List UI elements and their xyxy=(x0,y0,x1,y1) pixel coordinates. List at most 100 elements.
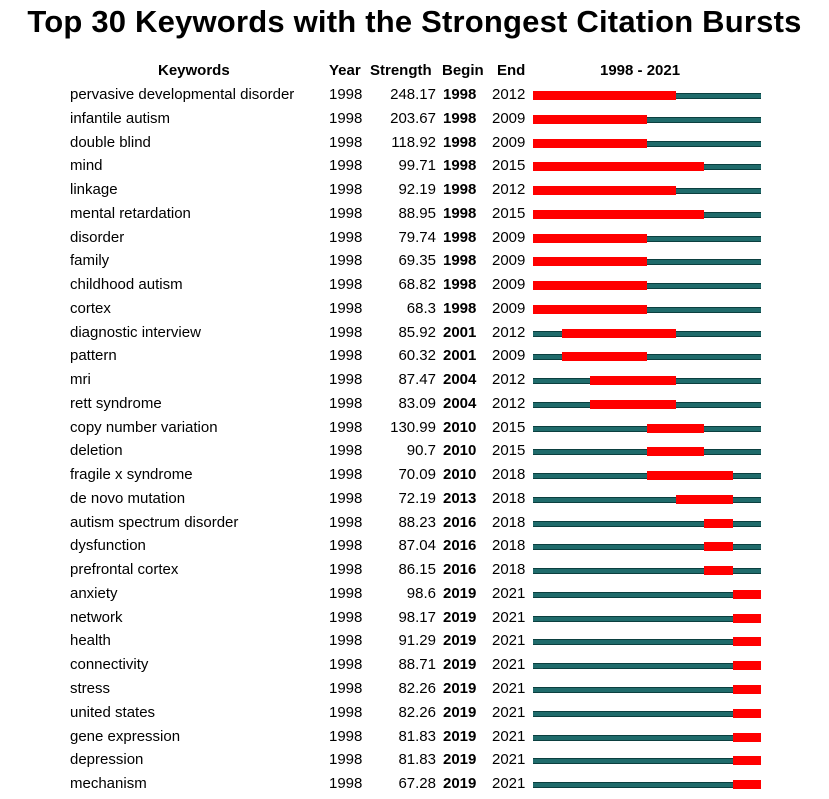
begin-cell: 2019 xyxy=(443,656,477,674)
begin-cell: 2013 xyxy=(443,489,477,507)
begin-cell: 1998 xyxy=(443,276,477,294)
table-row: disorder 1998 79.74 1998 2009 xyxy=(0,227,829,251)
burst-bar xyxy=(590,376,676,386)
year-cell: 1998 xyxy=(329,204,363,222)
keyword-cell: childhood autism xyxy=(70,276,183,294)
strength-cell: 68.82 xyxy=(398,276,436,294)
keyword-cell: connectivity xyxy=(70,656,149,674)
timeline-baseline xyxy=(533,639,761,646)
end-cell: 2021 xyxy=(492,775,526,793)
keyword-cell: stress xyxy=(70,680,111,697)
year-cell: 1998 xyxy=(329,442,363,460)
table-row: pattern 1998 60.32 2001 2009 xyxy=(0,345,829,369)
end-cell: 2009 xyxy=(492,347,526,365)
strength-cell: 87.47 xyxy=(398,371,436,389)
year-cell: 1998 xyxy=(329,608,363,626)
keyword-cell: health xyxy=(70,632,111,650)
burst-bar xyxy=(732,661,761,671)
begin-cell: 1998 xyxy=(443,109,477,127)
header-end: End xyxy=(497,62,526,79)
burst-bar xyxy=(704,566,733,576)
timeline-baseline xyxy=(533,687,761,693)
strength-cell: 98.6 xyxy=(406,584,436,602)
burst-bar xyxy=(647,471,733,481)
strength-cell: 72.19 xyxy=(398,489,436,507)
begin-cell: 1998 xyxy=(443,157,477,175)
timeline-baseline xyxy=(533,354,761,361)
table-row: connectivity 1998 88.71 2019 2021 xyxy=(0,654,829,678)
begin-cell: 2004 xyxy=(443,371,477,389)
end-cell: 2021 xyxy=(492,608,526,626)
begin-cell: 2010 xyxy=(443,466,477,484)
table-row: family 1998 69.35 1998 2009 xyxy=(0,250,829,274)
end-cell: 2012 xyxy=(492,323,526,341)
year-cell: 1998 xyxy=(329,727,363,745)
year-cell: 1998 xyxy=(329,680,363,697)
table-row: mind 1998 99.71 1998 2015 xyxy=(0,155,829,179)
table-row: autism spectrum disorder 1998 88.23 2016 201… xyxy=(0,512,829,536)
table-row: linkage 1998 92.19 1998 2012 xyxy=(0,179,829,203)
strength-cell: 86.15 xyxy=(398,561,436,579)
year-cell: 1998 xyxy=(329,561,363,579)
end-cell: 2021 xyxy=(492,656,526,674)
keyword-cell: pattern xyxy=(70,347,117,365)
table-row: de novo mutation 1998 72.19 2013 2018 xyxy=(0,488,829,512)
burst-bar xyxy=(533,304,647,314)
strength-cell: 81.83 xyxy=(398,727,436,745)
year-cell: 1998 xyxy=(329,371,363,389)
end-cell: 2012 xyxy=(492,86,526,103)
keyword-cell: double blind xyxy=(70,133,151,151)
strength-cell: 70.09 xyxy=(398,466,436,484)
begin-cell: 2001 xyxy=(443,347,477,365)
timeline-baseline xyxy=(533,663,761,670)
year-cell: 1998 xyxy=(329,703,363,721)
timeline-baseline xyxy=(533,710,761,717)
table-row: gene expression 1998 81.83 2019 2021 xyxy=(0,726,829,750)
table-row: network 1998 98.17 2019 2021 xyxy=(0,607,829,631)
year-cell: 1998 xyxy=(329,466,363,484)
table-row: childhood autism 1998 68.82 1998 2009 xyxy=(0,274,829,298)
end-cell: 2021 xyxy=(492,632,526,650)
keyword-cell: cortex xyxy=(70,299,111,317)
begin-cell: 2019 xyxy=(443,751,477,769)
keyword-cell: prefrontal cortex xyxy=(70,561,179,579)
keyword-cell: diagnostic interview xyxy=(70,323,201,341)
end-cell: 2018 xyxy=(492,513,526,531)
burst-bar xyxy=(732,708,761,718)
end-cell: 2021 xyxy=(492,751,526,769)
end-cell: 2015 xyxy=(492,157,526,175)
year-cell: 1998 xyxy=(329,394,363,412)
begin-cell: 2010 xyxy=(443,442,477,460)
keyword-cell: mind xyxy=(70,157,103,175)
table-row: depression 1998 81.83 2019 2021 xyxy=(0,749,829,773)
burst-bar xyxy=(533,281,647,291)
header-range: 1998 - 2021 xyxy=(600,62,681,79)
strength-cell: 88.71 xyxy=(398,656,436,674)
timeline-baseline xyxy=(533,615,761,622)
keyword-cell: united states xyxy=(70,703,156,721)
burst-bar xyxy=(704,518,733,528)
end-cell: 2021 xyxy=(492,703,526,721)
keyword-cell: autism spectrum disorder xyxy=(70,513,239,531)
begin-cell: 1998 xyxy=(443,86,477,103)
burst-bar xyxy=(533,209,704,219)
table-row: deletion 1998 90.7 2010 2015 xyxy=(0,440,829,464)
table-row: diagnostic interview 1998 85.92 2001 2012 xyxy=(0,322,829,346)
timeline-baseline xyxy=(533,782,761,789)
strength-cell: 69.35 xyxy=(398,252,436,270)
begin-cell: 1998 xyxy=(443,228,477,246)
table-row: stress 1998 82.26 2019 2021 xyxy=(0,678,829,702)
year-cell: 1998 xyxy=(329,418,363,436)
table-row: dysfunction 1998 87.04 2016 2018 xyxy=(0,535,829,559)
burst-bar xyxy=(533,186,676,196)
strength-cell: 88.23 xyxy=(398,513,436,531)
begin-cell: 1998 xyxy=(443,133,477,151)
end-cell: 2015 xyxy=(492,442,526,460)
burst-bar xyxy=(533,91,676,100)
end-cell: 2012 xyxy=(492,181,526,199)
burst-bar xyxy=(533,257,647,267)
table-row: united states 1998 82.26 2019 2021 xyxy=(0,702,829,726)
timeline-baseline xyxy=(533,496,761,503)
burst-bar xyxy=(647,447,704,457)
